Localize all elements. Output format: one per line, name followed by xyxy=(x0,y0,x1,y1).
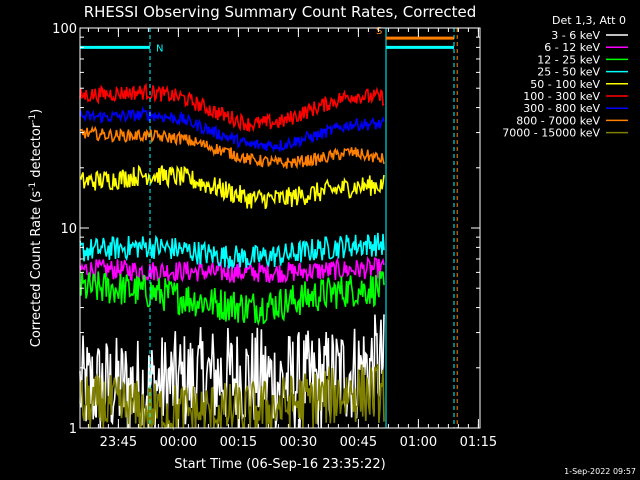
legend-entry-label: 7000 - 15000 keV xyxy=(502,127,600,140)
legend-entry-label: 300 - 800 keV xyxy=(523,102,600,115)
series-line-8 xyxy=(79,363,385,431)
legend-header: Det 1,3, Att 0 xyxy=(552,14,626,27)
x-tick-label: 23:45 xyxy=(100,435,137,450)
series-line-5 xyxy=(79,82,385,133)
axes: 1 10 100 23:45 00:00 00:15 00:30 00:45 01:00 01:1… xyxy=(52,22,497,450)
y-axis-label-mid: detector xyxy=(29,122,44,182)
y-tick-label: 10 xyxy=(60,222,77,237)
x-tick-label: 01:15 xyxy=(460,435,497,450)
chart-title: RHESSI Observing Summary Count Rates, Co… xyxy=(84,3,477,21)
x-tick-label: 00:15 xyxy=(220,435,257,450)
y-axis-label-main: Corrected Count Rate (s xyxy=(29,191,44,348)
annotation-label-0: N xyxy=(156,43,163,54)
legend-entry-label: 25 - 50 keV xyxy=(537,66,600,79)
series-line-6 xyxy=(79,105,385,153)
y-axis-label: Corrected Count Rate (s-1 detector-1) xyxy=(28,109,44,347)
legend-entry-label: 800 - 7000 keV xyxy=(516,114,600,127)
y-axis-label-sup2: -1 xyxy=(28,114,38,123)
legend-entry-label: 12 - 25 keV xyxy=(537,53,600,66)
x-tick-label: 00:00 xyxy=(160,435,197,450)
y-axis-label-sup1: -1 xyxy=(28,182,38,191)
series-line-3 xyxy=(79,232,385,270)
legend-entry-label: 3 - 6 keV xyxy=(551,29,600,42)
legend-entry-label: 100 - 300 keV xyxy=(523,90,600,103)
x-axis-label: Start Time (06-Sep-16 23:35:22) xyxy=(174,457,385,472)
footer-date: 1-Sep-2022 09:57 xyxy=(564,467,636,476)
x-tick-label: 00:45 xyxy=(340,435,377,450)
series-line-4 xyxy=(79,164,385,210)
x-tick-label: 01:00 xyxy=(400,435,437,450)
series-line-0 xyxy=(79,314,385,429)
annotation-label-1: S xyxy=(376,26,382,37)
plot-area: NS xyxy=(79,26,458,431)
series-line-7 xyxy=(79,125,385,170)
legend-entry-label: 50 - 100 keV xyxy=(530,78,600,91)
y-tick-label: 100 xyxy=(52,22,77,37)
legend-entry-label: 6 - 12 keV xyxy=(544,41,600,54)
y-axis-label-end: ) xyxy=(29,109,44,114)
x-tick-label: 00:30 xyxy=(280,435,317,450)
series-line-2 xyxy=(79,270,385,327)
y-tick-label: 1 xyxy=(69,422,77,437)
